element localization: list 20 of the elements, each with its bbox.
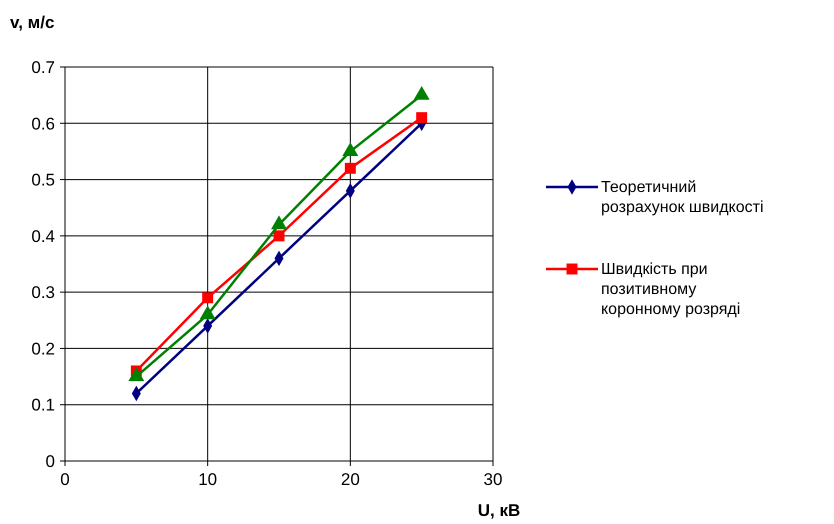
x-tick-label: 0 xyxy=(60,470,70,489)
x-tick-label: 30 xyxy=(484,470,502,489)
y-tick-label: 0.7 xyxy=(31,58,55,77)
x-tick-label: 10 xyxy=(198,470,218,489)
y-tick-label: 0.1 xyxy=(31,396,55,415)
y-tick-label: 0 xyxy=(46,452,55,471)
legend-label: Швидкість при позитивному коронному розряді xyxy=(601,261,740,318)
y-tick-label: 0.4 xyxy=(31,226,55,246)
y-tick-label: 0.2 xyxy=(31,339,55,358)
legend-label: Теоретичний розрахунок швидкості xyxy=(601,179,764,216)
y-tick-label: 0.3 xyxy=(31,283,55,302)
point xyxy=(274,230,284,242)
point xyxy=(416,112,428,124)
x-tick-label: 20 xyxy=(340,470,360,489)
y-tick-label: 0.5 xyxy=(31,170,55,190)
y-tick-label: 0.6 xyxy=(31,114,55,134)
y-axis-title: v, м/с xyxy=(10,13,54,32)
point xyxy=(202,292,214,304)
point xyxy=(344,162,356,174)
x-axis-title: U, кВ xyxy=(478,501,520,520)
